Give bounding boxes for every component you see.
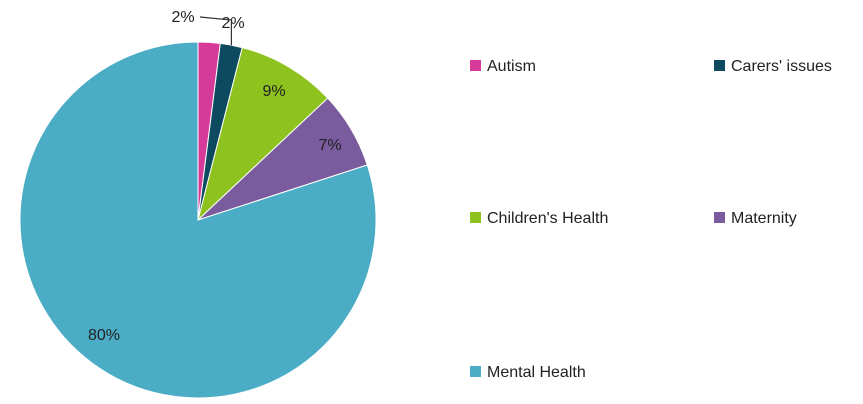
leader-line-carers-issues — [199, 16, 232, 46]
legend-swatch-children-s-health — [470, 212, 481, 223]
data-label-carers-issues: 2% — [221, 15, 244, 32]
legend-item-maternity: Maternity — [714, 210, 797, 227]
pie-slice-children-s-health — [197, 46, 329, 222]
legend-label-children-s-health: Children's Health — [487, 210, 608, 227]
legend-item-autism: Autism — [470, 58, 536, 75]
legend-swatch-carers-issues — [714, 60, 725, 71]
pie-slices — [19, 41, 377, 399]
pie-slice-mental-health — [19, 41, 377, 399]
legend-swatch-mental-health — [470, 366, 481, 377]
legend-label-maternity: Maternity — [731, 210, 797, 227]
legend-item-children-s-health: Children's Health — [470, 210, 608, 227]
legend-swatch-autism — [470, 60, 481, 71]
data-label-maternity: 7% — [318, 137, 341, 154]
legend-swatch-maternity — [714, 212, 725, 223]
legend-label-mental-health: Mental Health — [487, 364, 586, 381]
data-label-autism: 2% — [171, 9, 194, 26]
data-label-mental-health: 80% — [88, 327, 120, 344]
data-label-children-s-health: 9% — [262, 83, 285, 100]
chart-legend: Autism Carers' issues Children's Health Mat… — [470, 58, 832, 381]
legend-label-carers-issues: Carers' issues — [731, 58, 832, 75]
pie-data-labels: 2% 2% 9% 7% 80% — [88, 9, 342, 344]
legend-label-autism: Autism — [487, 58, 536, 75]
legend-item-mental-health: Mental Health — [470, 364, 586, 381]
legend-item-carers-issues: Carers' issues — [714, 58, 832, 75]
